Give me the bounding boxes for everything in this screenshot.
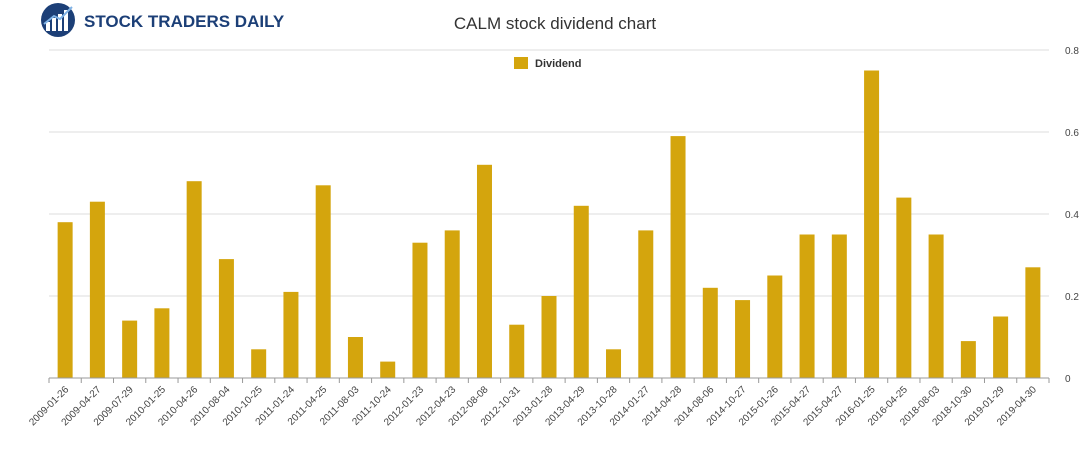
bar bbox=[960, 341, 976, 378]
bar bbox=[993, 316, 1009, 378]
legend-swatch-dividend bbox=[514, 57, 528, 69]
bar bbox=[573, 205, 589, 378]
bar bbox=[864, 70, 880, 378]
y-tick-label: 0.2 bbox=[1065, 292, 1079, 303]
bar-series-dividend bbox=[57, 70, 1041, 378]
bar bbox=[218, 259, 234, 378]
y-tick-label: 0.8 bbox=[1065, 46, 1079, 57]
brand-logo: STOCK TRADERS DAILY bbox=[41, 3, 285, 37]
bar bbox=[606, 349, 622, 378]
x-axis-ticks: 2009-01-262009-04-272009-07-292010-01-25… bbox=[27, 384, 1039, 428]
bar bbox=[799, 234, 815, 378]
legend: Dividend bbox=[514, 57, 581, 70]
y-tick-label: 0.6 bbox=[1065, 128, 1079, 139]
y-tick-label: 0 bbox=[1065, 374, 1071, 385]
bar bbox=[541, 296, 557, 378]
chart-title: CALM stock dividend chart bbox=[454, 14, 656, 33]
bar bbox=[444, 230, 460, 378]
bar bbox=[251, 349, 267, 378]
y-tick-label: 0.4 bbox=[1065, 210, 1079, 221]
bar bbox=[412, 242, 428, 378]
brand-name: STOCK TRADERS DAILY bbox=[84, 12, 285, 31]
x-axis bbox=[48, 377, 1050, 383]
bar bbox=[380, 361, 396, 378]
bar bbox=[831, 234, 847, 378]
bar bbox=[315, 185, 331, 378]
y-axis-ticks: 0 0.2 0.4 0.6 0.8 bbox=[1065, 46, 1079, 385]
bar bbox=[347, 337, 363, 378]
bar bbox=[1025, 267, 1041, 378]
bar bbox=[670, 136, 686, 378]
bar bbox=[89, 201, 105, 378]
bar bbox=[122, 320, 138, 378]
bar bbox=[509, 324, 525, 378]
grid-lines bbox=[49, 49, 1049, 297]
bar bbox=[928, 234, 944, 378]
bar bbox=[896, 197, 912, 378]
bar bbox=[702, 287, 718, 378]
bar bbox=[476, 164, 492, 378]
bar bbox=[735, 300, 751, 378]
bar bbox=[154, 308, 170, 378]
bar bbox=[57, 222, 73, 378]
bar bbox=[767, 275, 783, 378]
legend-label-dividend: Dividend bbox=[535, 58, 581, 70]
bar bbox=[283, 291, 299, 378]
bar bbox=[638, 230, 654, 378]
bar bbox=[186, 181, 202, 378]
